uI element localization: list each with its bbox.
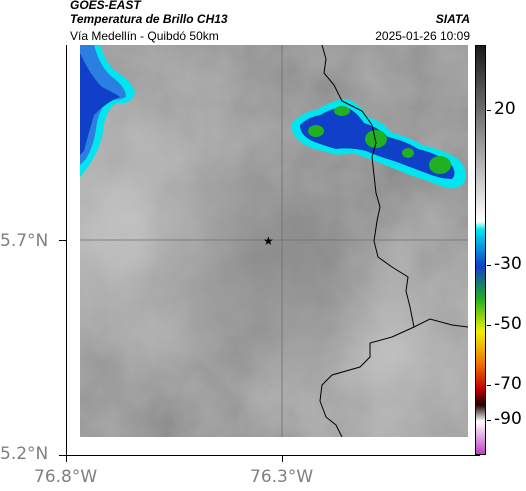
colorbar-tick-label: -30 <box>494 254 522 274</box>
y-tick-mark <box>59 240 66 241</box>
y-tick-label: 5.2°N <box>0 444 49 464</box>
x-axis-line <box>66 455 480 456</box>
colorbar-tick-mark <box>487 110 491 111</box>
x-tick-mark <box>282 455 283 462</box>
x-tick-label: 76.3°W <box>250 467 314 487</box>
x-tick-label: 76.8°W <box>34 467 98 487</box>
colorbar-tick-mark <box>487 325 491 326</box>
y-axis-line <box>66 45 67 455</box>
product-title: Temperatura de Brillo CH13 <box>70 12 228 26</box>
department-boundary <box>319 45 468 437</box>
colorbar-tick-label: -90 <box>494 409 522 429</box>
cloud-northwest <box>80 45 135 177</box>
cloud-northeast <box>291 99 466 189</box>
datetime-label: 2025-01-26 10:09 <box>375 29 470 43</box>
colorbar <box>475 45 486 455</box>
location-label: Vía Medellín - Quibdó 50km <box>70 29 219 43</box>
colorbar-tick-label: -50 <box>494 314 522 334</box>
y-tick-mark <box>59 455 66 456</box>
satellite-label: GOES-EAST <box>70 0 141 12</box>
colorbar-tick-label: 20 <box>494 99 516 119</box>
org-label: SIATA <box>435 12 470 26</box>
colorbar-tick-mark <box>487 420 491 421</box>
star-icon: ★ <box>263 234 274 248</box>
satellite-map: ★ <box>80 45 468 437</box>
y-tick-label: 5.7°N <box>0 231 49 251</box>
colorbar-tick-label: -70 <box>494 374 522 394</box>
colorbar-tick-mark <box>487 385 491 386</box>
colorbar-tick-mark <box>487 265 491 266</box>
x-tick-mark <box>66 455 67 462</box>
